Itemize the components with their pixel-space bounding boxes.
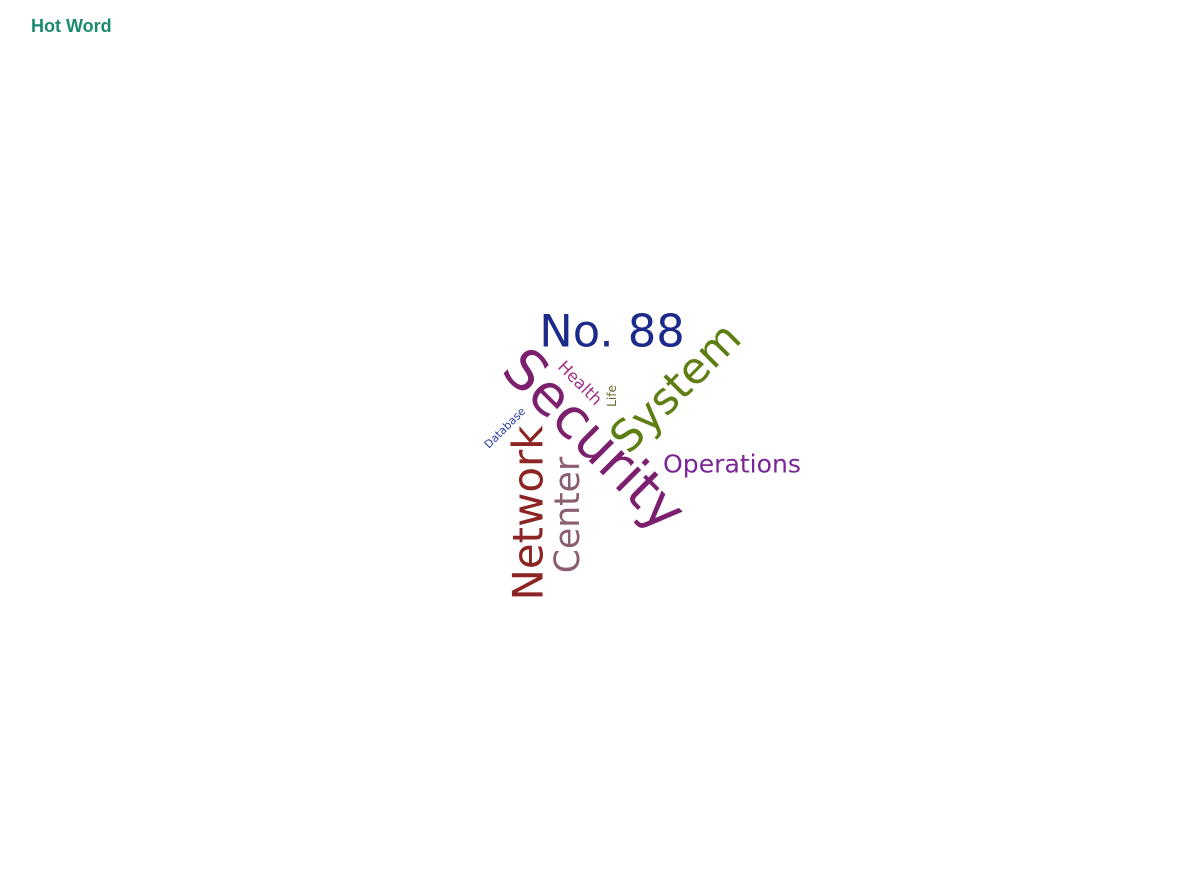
word-operations: Operations [663,450,801,479]
word-network: Network [504,425,553,601]
word-no-88: No. 88 [539,305,685,358]
word-center: Center [548,456,588,573]
word-life: Life [605,385,619,407]
chart-title: Hot Word [31,16,112,36]
